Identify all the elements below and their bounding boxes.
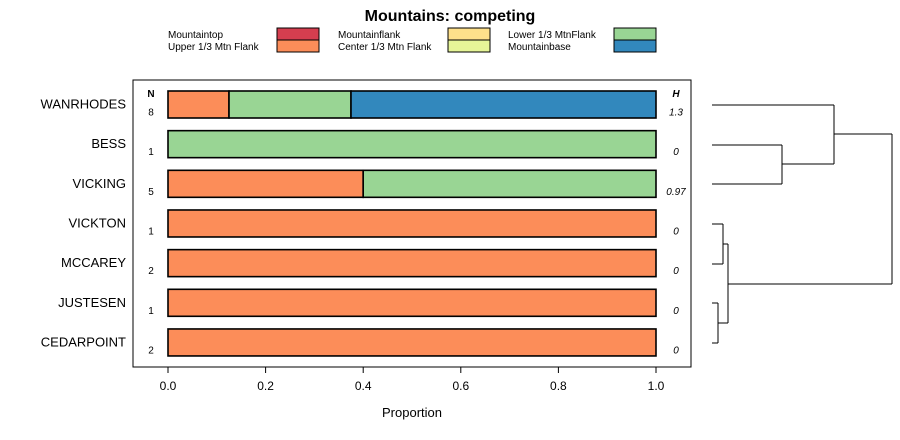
x-tick-label: 0.6 — [452, 379, 469, 393]
bar-segment — [362, 169, 657, 199]
legend-swatch — [613, 27, 657, 41]
legend-swatch — [613, 39, 657, 53]
dendrogram-link — [712, 104, 892, 185]
n-column-header: N — [147, 89, 154, 100]
bar-segment — [167, 90, 230, 119]
legend-label: Mountaintop — [168, 30, 223, 41]
dendrogram — [712, 104, 893, 344]
h-value-label: 1.3 — [669, 108, 683, 119]
n-value-label: 2 — [148, 345, 154, 356]
chart-title: Mountains: competing — [365, 8, 536, 25]
legend-label: Mountainflank — [338, 30, 401, 41]
plot-panel — [132, 79, 692, 368]
bar-segment — [167, 209, 657, 238]
legend-swatch — [276, 27, 320, 41]
legend-swatch — [447, 39, 491, 53]
legend-label: Mountainbase — [508, 42, 571, 53]
category-label: WANRHODES — [41, 97, 127, 112]
legend-swatch — [276, 39, 320, 53]
legend-label: Lower 1/3 MtnFlank — [508, 30, 597, 41]
h-value-label: 0 — [673, 306, 679, 317]
x-tick-label: 0.8 — [550, 379, 567, 393]
n-value-label: 8 — [148, 108, 154, 119]
x-tick-label: 0.2 — [257, 379, 274, 393]
dendrogram-link — [712, 134, 893, 344]
bar-segment — [167, 328, 657, 357]
n-value-label: 2 — [148, 266, 154, 277]
bars-group: WANRHODES 8 1.3 BESS 1 0 VICKING 5 0.97 VICKTON 1 0… — [41, 90, 686, 357]
n-value-label: 1 — [148, 147, 154, 158]
x-axis: 0.0 0.2 0.4 0.6 0.8 1.0 — [160, 367, 665, 393]
h-value-label: 0.97 — [666, 187, 686, 198]
h-value-label: 0 — [673, 266, 679, 277]
legend-swatch — [447, 27, 491, 41]
bar-segment — [350, 90, 657, 119]
category-label: VICKING — [73, 176, 126, 191]
bar-segment — [167, 169, 364, 199]
x-tick-label: 0.4 — [355, 379, 372, 393]
h-value-label: 0 — [673, 345, 679, 356]
category-label: MCCAREY — [61, 255, 126, 270]
bar-segment — [167, 129, 657, 159]
x-tick-label: 0.0 — [160, 379, 177, 393]
legend-label: Center 1/3 Mtn Flank — [338, 42, 432, 53]
category-label: VICKTON — [68, 215, 126, 230]
bar-segment — [167, 248, 657, 278]
n-value-label: 1 — [148, 306, 154, 317]
category-label: JUSTESEN — [58, 295, 126, 310]
legend-label: Upper 1/3 Mtn Flank — [168, 42, 260, 53]
n-value-label: 5 — [148, 187, 154, 198]
category-label: BESS — [91, 136, 126, 151]
category-label: CEDARPOINT — [41, 334, 126, 349]
h-value-label: 0 — [673, 226, 679, 237]
h-column-header: H — [672, 89, 680, 100]
x-axis-title: Proportion — [382, 405, 442, 420]
n-value-label: 1 — [148, 226, 154, 237]
bar-segment — [228, 90, 352, 119]
bar-segment — [167, 288, 657, 318]
x-tick-label: 1.0 — [648, 379, 665, 393]
h-value-label: 0 — [673, 147, 679, 158]
